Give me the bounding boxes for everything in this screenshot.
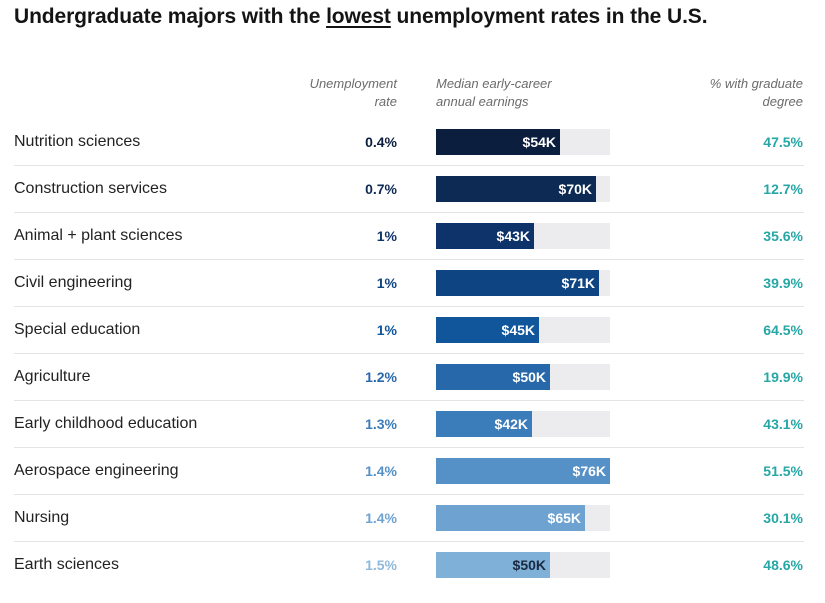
header-rate-line-1: Unemployment: [309, 76, 397, 91]
chart-title: Undergraduate majors with the lowest une…: [14, 5, 708, 29]
major-name: Special education: [14, 321, 141, 338]
title-suffix: unemployment rates in the U.S.: [390, 5, 708, 28]
graduate-degree-value: 12.7%: [763, 181, 803, 197]
earnings-bar: $65K: [436, 505, 585, 531]
earnings-bar-track: $43K: [436, 223, 610, 249]
title-prefix: Undergraduate majors with the: [14, 5, 327, 28]
earnings-bar-label: $50K: [512, 369, 546, 385]
table-row: Nursing 1.4% $65K 30.1%: [14, 495, 804, 542]
earnings-bar: $76K: [436, 458, 610, 484]
table-row: Animal + plant sciences 1% $43K 35.6%: [14, 213, 804, 260]
graduate-degree-value: 51.5%: [763, 463, 803, 479]
earnings-bar-label: $65K: [547, 510, 581, 526]
unemployment-rate-value: 0.7%: [365, 181, 397, 197]
unemployment-rate-value: 1%: [376, 228, 397, 244]
graduate-degree-value: 48.6%: [763, 557, 803, 573]
unemployment-rate-value: 1%: [376, 322, 397, 338]
table-row: Agriculture 1.2% $50K 19.9%: [14, 354, 804, 401]
graduate-degree-value: 30.1%: [763, 510, 803, 526]
earnings-bar: $45K: [436, 317, 539, 343]
major-name: Civil engineering: [14, 274, 133, 291]
major-name: Nutrition sciences: [14, 133, 141, 150]
earnings-bar-track: $50K: [436, 552, 610, 578]
earnings-bar-label: $43K: [496, 228, 530, 244]
unemployment-rate-value: 1.3%: [365, 416, 397, 432]
major-name: Construction services: [14, 180, 167, 197]
graduate-degree-value: 19.9%: [763, 369, 803, 385]
unemployment-rate-value: 1%: [376, 275, 397, 291]
earnings-bar-label: $42K: [494, 416, 528, 432]
unemployment-rate-value: 1.5%: [365, 557, 397, 573]
header-unemployment-rate: Unemployment rate: [230, 75, 397, 111]
graduate-degree-value: 47.5%: [763, 134, 803, 150]
major-name: Animal + plant sciences: [14, 227, 183, 244]
earnings-bar-track: $70K: [436, 176, 610, 202]
earnings-bar-label: $76K: [572, 463, 606, 479]
unemployment-rate-value: 1.4%: [365, 463, 397, 479]
header-median-earnings: Median early-career annual earnings: [436, 75, 636, 111]
earnings-bar-label: $70K: [558, 181, 592, 197]
header-grad-line-2: degree: [762, 94, 803, 109]
major-name: Early childhood education: [14, 415, 198, 432]
header-earnings-line-2: annual earnings: [436, 94, 529, 109]
earnings-bar-label: $71K: [561, 275, 595, 291]
earnings-bar-track: $42K: [436, 411, 610, 437]
unemployment-rate-value: 1.2%: [365, 369, 397, 385]
earnings-bar-track: $54K: [436, 129, 610, 155]
major-name: Earth sciences: [14, 556, 119, 573]
table-body: Nutrition sciences 0.4% $54K 47.5% Construct…: [14, 119, 804, 589]
earnings-bar-label: $54K: [522, 134, 556, 150]
earnings-bar-track: $65K: [436, 505, 610, 531]
table-row: Civil engineering 1% $71K 39.9%: [14, 260, 804, 307]
unemployment-rate-value: 0.4%: [365, 134, 397, 150]
table-row: Aerospace engineering 1.4% $76K 51.5%: [14, 448, 804, 495]
earnings-bar-track: $71K: [436, 270, 610, 296]
earnings-bar: $54K: [436, 129, 560, 155]
header-rate-line-2: rate: [374, 94, 397, 109]
table-row: Construction services 0.7% $70K 12.7%: [14, 166, 804, 213]
earnings-bar-track: $45K: [436, 317, 610, 343]
earnings-bar: $71K: [436, 270, 599, 296]
earnings-bar: $50K: [436, 552, 550, 578]
header-graduate-degree: % with graduate degree: [650, 75, 803, 111]
unemployment-rate-value: 1.4%: [365, 510, 397, 526]
earnings-bar-label: $50K: [512, 557, 546, 573]
major-name: Aerospace engineering: [14, 462, 179, 479]
earnings-bar-track: $76K: [436, 458, 610, 484]
graduate-degree-value: 39.9%: [763, 275, 803, 291]
earnings-bar: $42K: [436, 411, 532, 437]
earnings-bar: $50K: [436, 364, 550, 390]
table-row: Special education 1% $45K 64.5%: [14, 307, 804, 354]
header-grad-line-1: % with graduate: [709, 76, 803, 91]
table-row: Nutrition sciences 0.4% $54K 47.5%: [14, 119, 804, 166]
graduate-degree-value: 35.6%: [763, 228, 803, 244]
header-earnings-line-1: Median early-career: [436, 76, 552, 91]
earnings-bar: $43K: [436, 223, 534, 249]
earnings-bar-track: $50K: [436, 364, 610, 390]
earnings-bar: $70K: [436, 176, 596, 202]
table-row: Earth sciences 1.5% $50K 48.6%: [14, 542, 804, 589]
graduate-degree-value: 43.1%: [763, 416, 803, 432]
graduate-degree-value: 64.5%: [763, 322, 803, 338]
major-name: Nursing: [14, 509, 70, 526]
major-name: Agriculture: [14, 368, 91, 385]
table-row: Early childhood education 1.3% $42K 43.1%: [14, 401, 804, 448]
earnings-bar-label: $45K: [501, 322, 535, 338]
title-emphasis: lowest: [326, 5, 391, 28]
